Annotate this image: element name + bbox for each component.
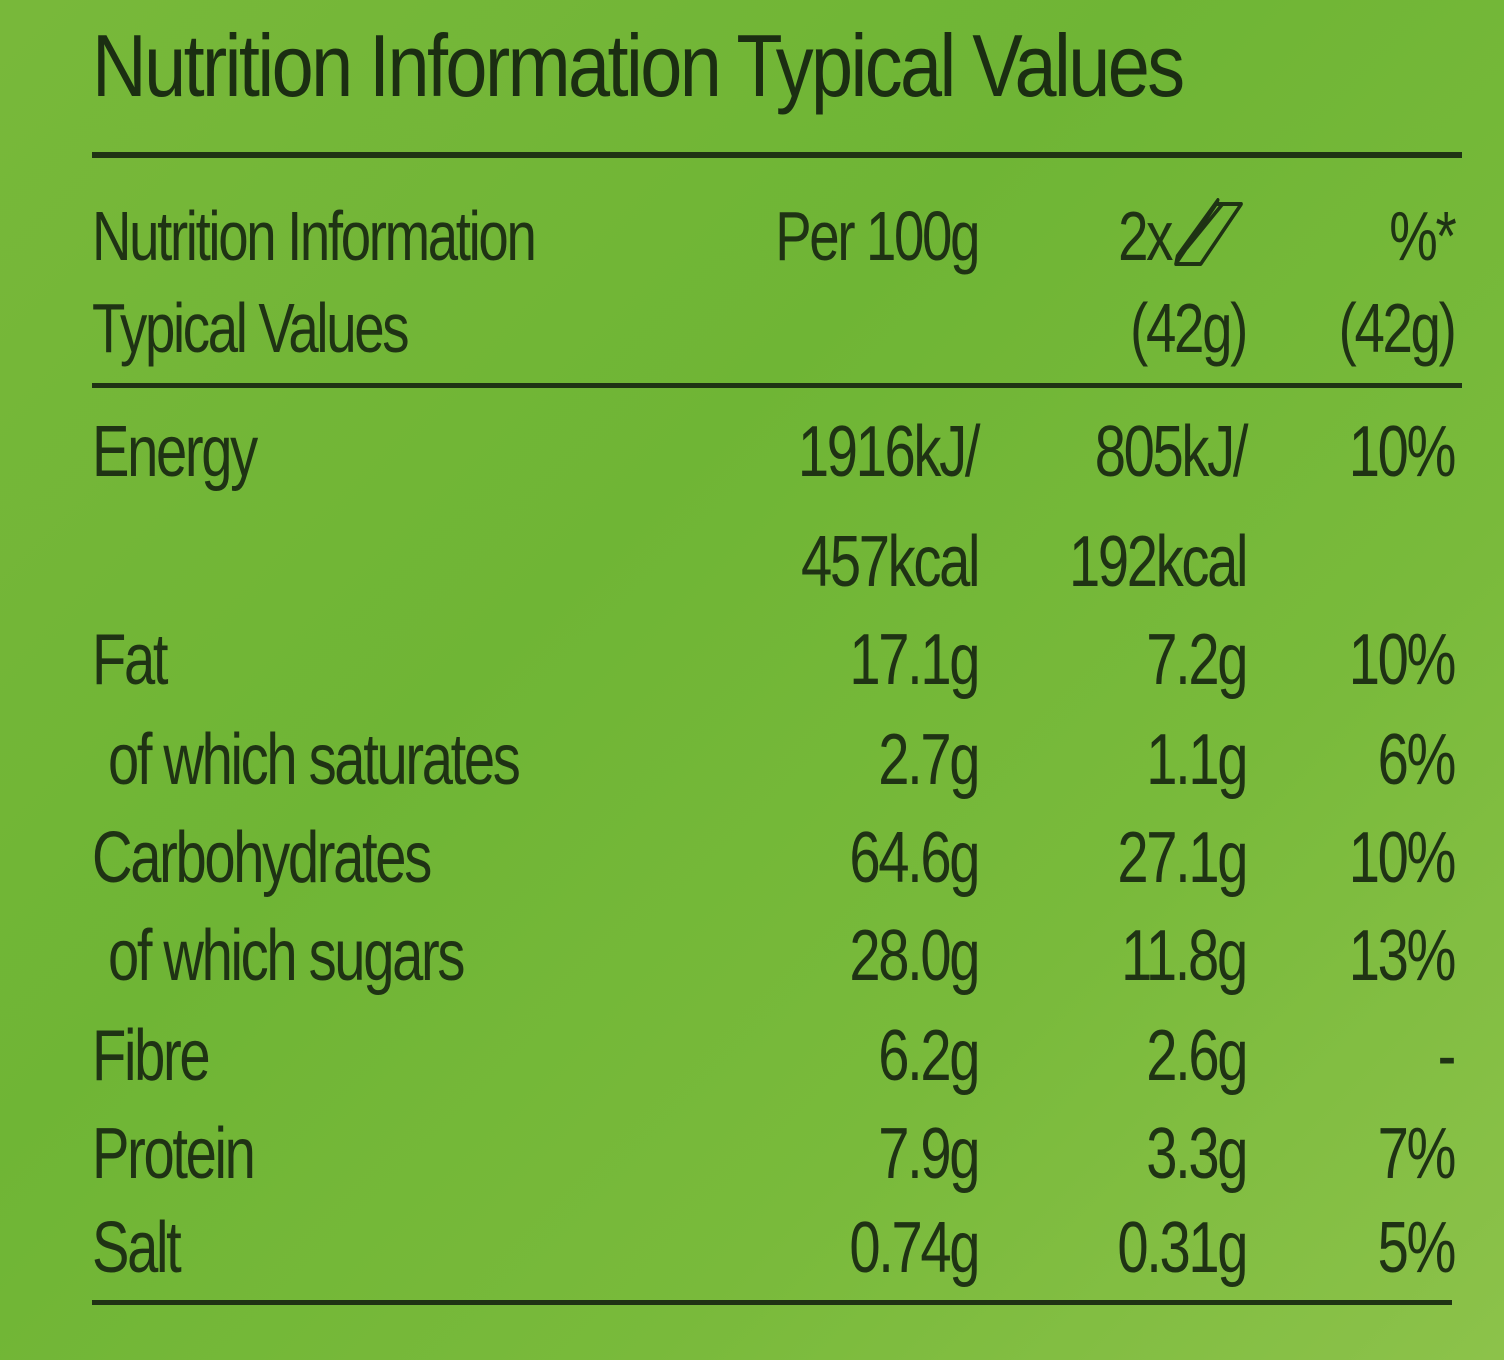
header-percent-weight: (42g) xyxy=(1338,289,1456,367)
row-serving: 1.1g xyxy=(1146,720,1248,800)
row-per-100g: 28.0g xyxy=(849,916,980,996)
row-label: Fat xyxy=(92,620,168,700)
title-rule xyxy=(92,152,1462,158)
row-per-100g: 457kcal xyxy=(800,522,981,602)
row-serving: 7.2g xyxy=(1146,620,1248,700)
table-row: Protein 7.9g 3.3g 7% xyxy=(0,1106,1504,1202)
row-serving: 11.8g xyxy=(1121,916,1248,996)
header-rule xyxy=(92,383,1462,388)
row-label: of which sugars xyxy=(108,916,465,996)
row-serving: 2.6g xyxy=(1146,1016,1248,1096)
panel-title: Nutrition Information Typical Values xyxy=(92,16,1185,115)
table-row: 457kcal 192kcal xyxy=(0,514,1504,610)
table-row: of which sugars 28.0g 11.8g 13% xyxy=(0,908,1504,1004)
header-label: Nutrition Information Typical Values xyxy=(92,190,537,374)
header-label-line1: Nutrition Information xyxy=(92,197,537,275)
row-label: Carbohydrates xyxy=(92,818,432,898)
row-per-100g: 17.1g xyxy=(849,620,980,700)
table-row: of which saturates 2.7g 1.1g 6% xyxy=(0,712,1504,808)
row-percent: 10% xyxy=(1348,818,1457,898)
header-serving-weight: (42g) xyxy=(1130,289,1248,367)
row-per-100g: 7.9g xyxy=(878,1114,980,1194)
row-percent: 10% xyxy=(1348,412,1457,492)
row-per-100g: 6.2g xyxy=(878,1016,980,1096)
header-percent-label: %* xyxy=(1388,197,1456,275)
row-per-100g: 0.74g xyxy=(849,1208,980,1288)
table-row: Salt 0.74g 0.31g 5% xyxy=(0,1200,1504,1296)
row-serving: 3.3g xyxy=(1146,1114,1248,1194)
row-label: Energy xyxy=(92,412,258,492)
serving-prefix: 2x xyxy=(1118,197,1173,275)
row-per-100g: 2.7g xyxy=(878,720,980,800)
header-percent: %* (42g) xyxy=(1338,190,1456,374)
table-row: Carbohydrates 64.6g 27.1g 10% xyxy=(0,810,1504,906)
header-per-100g: Per 100g xyxy=(775,197,980,275)
row-percent: 6% xyxy=(1377,720,1457,800)
row-percent: 13% xyxy=(1348,916,1457,996)
footer-rule xyxy=(92,1300,1452,1305)
row-serving: 27.1g xyxy=(1117,818,1248,898)
row-label: Protein xyxy=(92,1114,256,1194)
row-label: Fibre xyxy=(92,1016,211,1096)
row-label: of which saturates xyxy=(108,720,521,800)
row-serving: 192kcal xyxy=(1068,522,1249,602)
row-serving: 0.31g xyxy=(1117,1208,1248,1288)
row-percent: 5% xyxy=(1377,1208,1457,1288)
row-percent: 10% xyxy=(1348,620,1457,700)
row-serving: 805kJ/ xyxy=(1094,412,1249,492)
bar-icon xyxy=(1174,198,1243,266)
row-per-100g: 64.6g xyxy=(849,818,980,898)
table-row: Energy 1916kJ/ 805kJ/ 10% xyxy=(0,404,1504,500)
header-serving: 2x (42g) xyxy=(1118,190,1248,374)
row-percent: 7% xyxy=(1377,1114,1457,1194)
row-percent: - xyxy=(1437,1016,1457,1096)
table-row: Fat 17.1g 7.2g 10% xyxy=(0,612,1504,708)
header-label-line2: Typical Values xyxy=(92,289,410,367)
row-per-100g: 1916kJ/ xyxy=(797,412,981,492)
row-label: Salt xyxy=(92,1208,182,1288)
table-row: Fibre 6.2g 2.6g - xyxy=(0,1008,1504,1104)
header-serving-line1: 2x xyxy=(1118,190,1246,282)
